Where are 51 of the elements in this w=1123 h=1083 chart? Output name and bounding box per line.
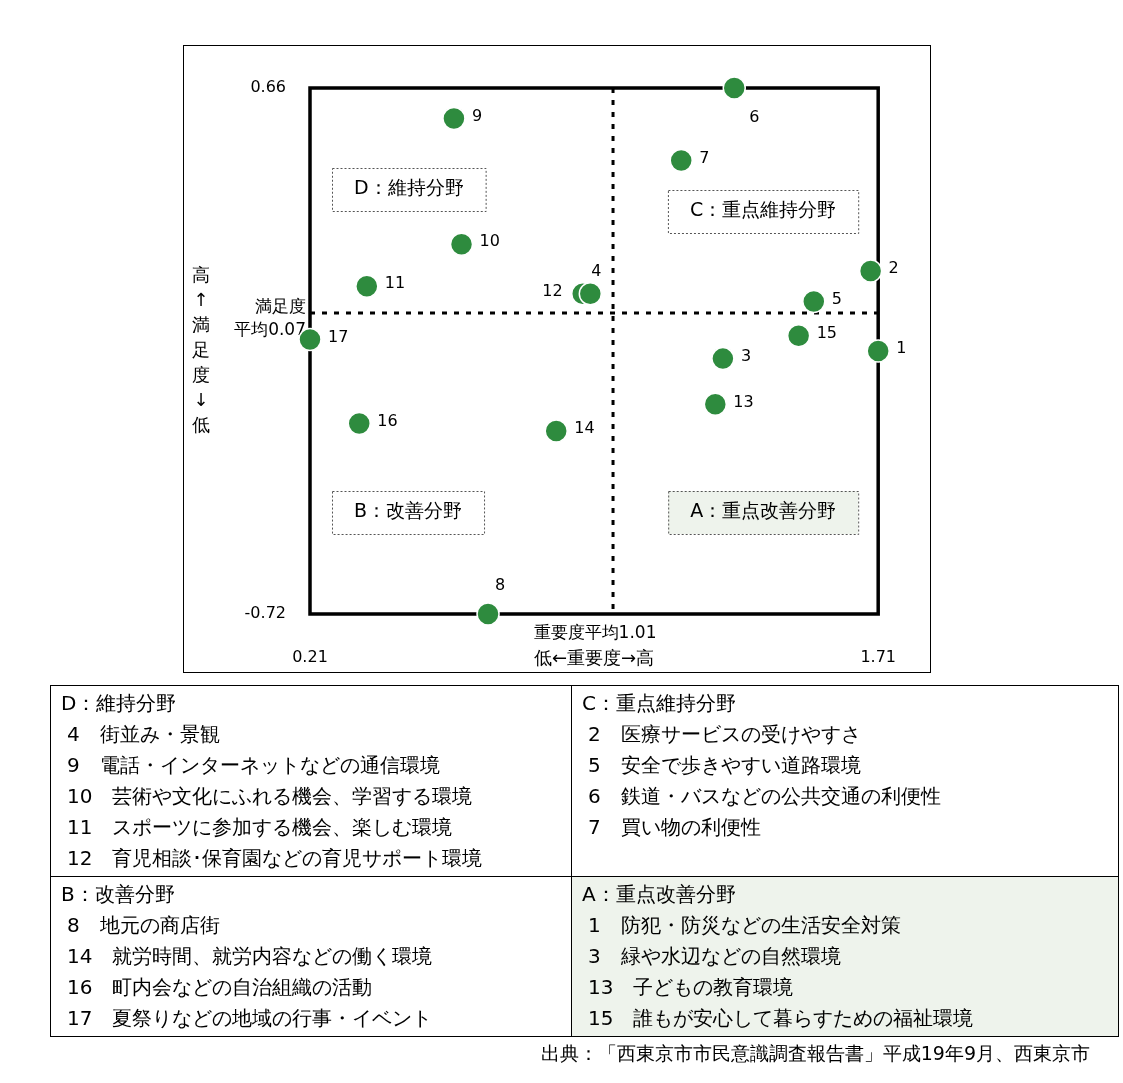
text: 4 街並み・景観	[66, 721, 221, 748]
text: 16 町内会などの自治組織の活動	[66, 974, 374, 1001]
series-label: 17	[328, 326, 349, 346]
text: 1 防犯・防災などの生活安全対策	[587, 912, 902, 939]
series-label: 12	[542, 280, 563, 300]
series-label: 14	[574, 418, 595, 438]
text: A：重点改善分野	[582, 882, 736, 906]
y-tick-label: 0.66	[250, 77, 286, 97]
series-label: 3	[740, 345, 752, 365]
series-label: 10	[479, 231, 500, 251]
series-label: 4	[591, 260, 602, 280]
source-note: 出典：「西東京市市民意識調査報告書」平成19年9月、西東京市	[540, 1041, 1090, 1066]
text: 13 子どもの教育環境	[587, 974, 795, 1001]
series-label: 7	[699, 147, 710, 167]
series-label: 5	[831, 288, 842, 308]
annotation: D：維持分野	[354, 176, 464, 199]
text: 10 芸術や文化にふれる機会、学習する環境	[66, 783, 474, 810]
series-label: 8	[494, 575, 506, 595]
x-tick-label: 1.71	[860, 646, 896, 666]
annotation: B：改善分野	[354, 499, 463, 522]
y-tick-label: -0.72	[244, 603, 286, 623]
text: 12 育児相談･保育園などの育児サポート環境	[66, 845, 484, 872]
text: 2 医療サービスの受けやすさ	[587, 721, 862, 748]
text: D：維持分野	[61, 691, 177, 715]
text: 8 地元の商店街	[66, 912, 221, 939]
series-label: 13	[733, 391, 754, 411]
x-axis-title: 低←重要度→高	[534, 646, 655, 668]
y-axis-title: 高↑満足度↓低	[192, 263, 210, 435]
series-label: 2	[888, 258, 899, 278]
series-label: 11	[384, 273, 406, 293]
text: 7 買い物の利便性	[587, 814, 762, 841]
series-label: 1	[896, 338, 907, 358]
annotation: C：重点維持分野	[689, 198, 837, 221]
series-label: 15	[816, 322, 837, 342]
text: B：改善分野	[61, 882, 175, 906]
text: 11 スポーツに参加する機会、楽しむ環境	[66, 814, 454, 841]
ref-line-label: 重要度平均1.01	[533, 622, 657, 643]
text: 6 鉄道・バスなどの公共交通の利便性	[587, 783, 942, 810]
annotation: A：重点改善分野	[690, 499, 837, 522]
text: 3 緑や水辺などの自然環境	[587, 943, 842, 970]
text: 14 就労時間、就労内容などの働く環境	[66, 943, 434, 970]
text: 9 電話・インターネットなどの通信環境	[66, 752, 441, 779]
x-tick-label: 0.21	[292, 646, 328, 666]
series-label: 16	[377, 410, 398, 430]
text: 5 安全で歩きやすい道路環境	[587, 752, 862, 779]
text: 15 誰もが安心して暮らすための福祉環境	[587, 1005, 975, 1032]
text: C：重点維持分野	[582, 691, 736, 715]
ref-line-label: 満足度平均0.07	[234, 295, 306, 339]
text: 17 夏祭りなどの地域の行事・イベント	[66, 1005, 434, 1032]
series-label: 9	[471, 105, 483, 125]
series-label: 6	[749, 107, 760, 127]
